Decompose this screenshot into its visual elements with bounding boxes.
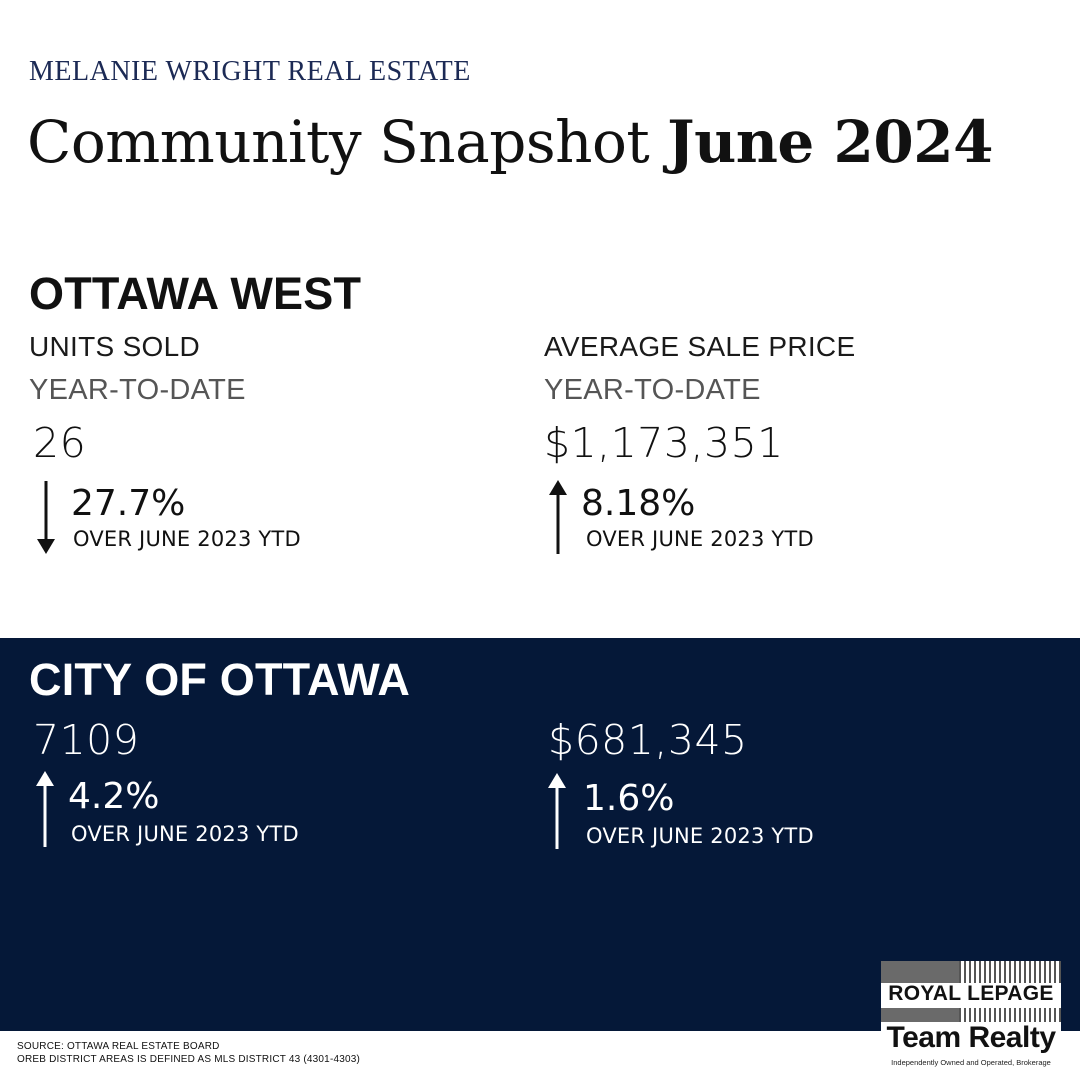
logo-middle-bars bbox=[881, 1008, 1061, 1022]
units-sold-label: UNITS SOLD bbox=[29, 331, 201, 362]
avg-price-change: 8.18% bbox=[581, 483, 696, 524]
city-units-comparison: OVER JUNE 2023 YTD bbox=[71, 822, 299, 846]
units-sold-period: YEAR-TO-DATE bbox=[29, 374, 246, 406]
city-units-value: 7109 bbox=[33, 716, 140, 764]
royal-lepage-logo: ROYAL LEPAGE Team Realty Independently O… bbox=[881, 961, 1061, 1071]
title-regular: Community Snapshot bbox=[27, 108, 650, 176]
logo-top-bars bbox=[881, 961, 1061, 983]
footer-source: SOURCE: OTTAWA REAL ESTATE BOARD bbox=[17, 1041, 220, 1052]
arrow-up-icon bbox=[35, 771, 55, 847]
arrow-down-icon bbox=[36, 481, 56, 555]
title-month: June 2024 bbox=[667, 108, 993, 176]
avg-price-value: $1,173,351 bbox=[544, 419, 784, 467]
city-units-change: 4.2% bbox=[68, 776, 160, 817]
logo-team-name: Team Realty bbox=[886, 1021, 1056, 1054]
brand-name: MELANIE WRIGHT REAL ESTATE bbox=[29, 56, 471, 87]
logo-tagline: Independently Owned and Operated, Broker… bbox=[891, 1058, 1051, 1067]
units-sold-value: 26 bbox=[33, 419, 87, 467]
section-title-ottawa-west: OTTAWA WEST bbox=[29, 268, 362, 319]
page-title: Community Snapshot June 2024 bbox=[27, 108, 993, 176]
avg-price-comparison: OVER JUNE 2023 YTD bbox=[586, 527, 814, 551]
footer-district-note: OREB DISTRICT AREAS IS DEFINED AS MLS DI… bbox=[17, 1054, 361, 1065]
city-price-value: $681,345 bbox=[548, 716, 748, 764]
units-sold-comparison: OVER JUNE 2023 YTD bbox=[73, 527, 301, 551]
arrow-up-icon bbox=[547, 773, 567, 849]
city-price-change: 1.6% bbox=[583, 778, 675, 819]
units-sold-change: 27.7% bbox=[71, 483, 186, 524]
section-title-city-of-ottawa: CITY OF OTTAWA bbox=[29, 654, 411, 705]
avg-price-period: YEAR-TO-DATE bbox=[544, 374, 761, 406]
logo-brand-name: ROYAL LEPAGE bbox=[888, 982, 1054, 1005]
avg-price-label: AVERAGE SALE PRICE bbox=[544, 331, 856, 362]
city-price-comparison: OVER JUNE 2023 YTD bbox=[586, 824, 814, 848]
arrow-up-icon bbox=[548, 480, 568, 554]
